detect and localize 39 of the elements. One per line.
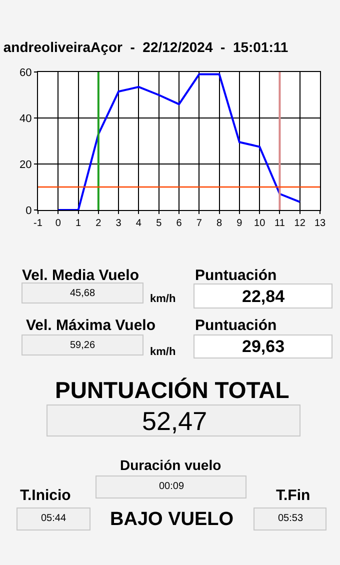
x-tick-label: 7 bbox=[196, 218, 202, 229]
text: Puntuación bbox=[195, 267, 277, 284]
text: 22,84 bbox=[242, 287, 286, 306]
text: PUNTUACIÓN TOTAL bbox=[55, 377, 290, 403]
text: 45,68 bbox=[70, 288, 96, 299]
y-tick-label: 0 bbox=[26, 204, 32, 217]
text: 05:44 bbox=[41, 513, 66, 524]
x-tick-label: 2 bbox=[96, 218, 102, 229]
x-tick-label: 0 bbox=[55, 218, 62, 229]
text: T.Fin bbox=[276, 487, 310, 504]
text: Puntuación bbox=[195, 317, 277, 334]
chart-title: andreoliveiraAçor - 22/12/2024 - 15:01:11 bbox=[3, 38, 288, 55]
x-tick-label: -1 bbox=[34, 218, 43, 229]
x-tick-label: 4 bbox=[136, 218, 142, 229]
y-tick-label: 40 bbox=[20, 112, 32, 125]
text: BAJO VUELO bbox=[110, 509, 234, 530]
x-tick-label: 12 bbox=[294, 218, 306, 229]
text: km/h bbox=[150, 293, 176, 305]
x-tick-label: 8 bbox=[216, 218, 223, 229]
x-tick-label: 1 bbox=[76, 218, 82, 229]
text: Duración vuelo bbox=[120, 457, 222, 473]
text: 05:53 bbox=[278, 513, 304, 524]
x-tick-label: 6 bbox=[176, 218, 182, 229]
y-tick-label: 20 bbox=[20, 158, 32, 171]
text: Vel. Máxima Vuelo bbox=[26, 317, 156, 334]
text: 52,47 bbox=[142, 406, 208, 436]
x-tick-label: 11 bbox=[274, 218, 286, 229]
y-tick-label: 60 bbox=[20, 66, 32, 79]
text: T.Inicio bbox=[20, 487, 71, 504]
x-tick-label: 5 bbox=[156, 218, 162, 229]
text: 59,26 bbox=[70, 340, 96, 351]
x-tick-label: 13 bbox=[314, 218, 326, 229]
x-tick-label: 9 bbox=[236, 218, 243, 229]
x-tick-label: 10 bbox=[254, 218, 266, 229]
text: 00:09 bbox=[159, 481, 184, 492]
x-tick-label: 3 bbox=[116, 218, 122, 229]
text: 29,63 bbox=[242, 337, 285, 356]
text: Vel. Media Vuelo bbox=[22, 267, 139, 284]
text: km/h bbox=[150, 346, 176, 358]
